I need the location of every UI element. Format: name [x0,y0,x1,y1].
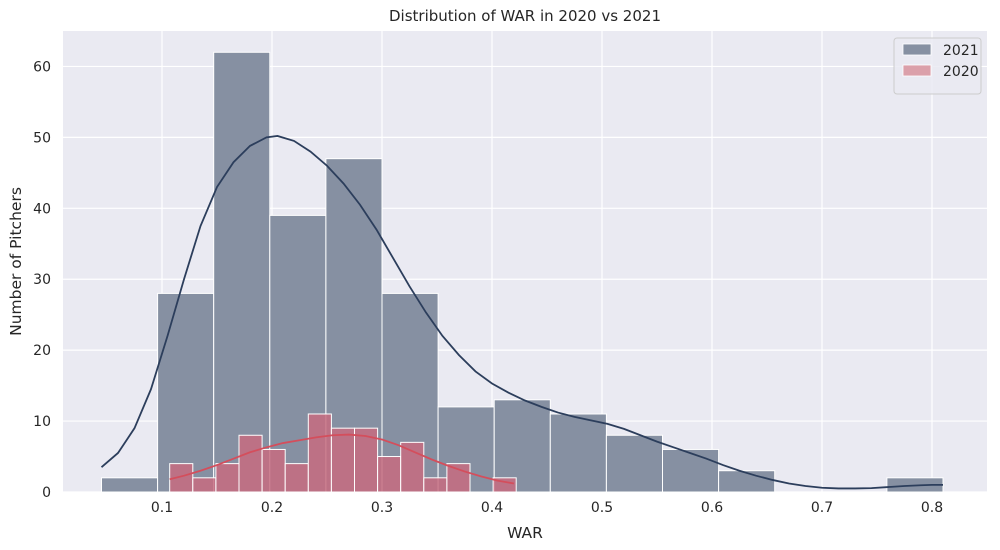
y-tick-label: 10 [33,414,51,430]
x-axis-title: WAR [507,524,543,542]
bar-2020 [377,456,402,493]
bar-2020 [423,477,448,493]
legend-swatch-2020 [902,64,932,77]
x-tick-label: 0.4 [481,500,503,516]
bar-2020 [307,413,332,493]
x-tick-label: 0.2 [261,500,283,516]
y-tick-label: 30 [33,272,51,288]
legend: 2021 2020 [893,37,982,95]
x-tick-label: 0.5 [591,500,613,516]
bar-2020 [261,448,286,493]
x-axis-ticks: 0.1 0.2 0.3 0.4 0.5 0.6 0.7 0.8 [151,500,943,516]
bar-2020 [192,477,217,493]
series-2021-bars [101,51,944,493]
y-tick-label: 60 [33,59,51,75]
bar-2021 [157,292,215,493]
legend-swatch-2021 [902,43,932,56]
bar-2020 [446,463,471,493]
x-tick-label: 0.7 [811,500,833,516]
y-tick-label: 50 [33,130,51,146]
bar-2021 [213,51,271,493]
x-tick-label: 0.3 [371,500,393,516]
x-tick-label: 0.1 [151,500,173,516]
bar-2021 [549,413,607,493]
bar-2021 [662,448,720,493]
bar-2021 [605,434,664,493]
y-axis-title: Number of Pitchers [7,187,25,336]
bar-2020 [215,463,240,493]
bar-2020 [330,427,355,493]
bar-2020 [284,463,309,493]
bar-2020 [238,434,263,493]
y-tick-label: 0 [42,485,51,501]
chart-title: Distribution of WAR in 2020 vs 2021 [389,7,661,25]
legend-label-2020: 2020 [943,64,979,80]
series-2020-bars [169,413,517,493]
y-tick-label: 40 [33,201,51,217]
y-tick-label: 20 [33,343,51,359]
kde-line-2021 [100,135,943,490]
x-tick-label: 0.6 [701,500,723,516]
bar-2021 [718,470,776,493]
kde-curves [100,135,943,490]
bar-2020 [400,441,425,493]
kde-line-2020 [169,433,515,485]
x-tick-label: 0.8 [921,500,943,516]
bar-2021 [101,477,159,493]
y-axis-ticks: 0 10 20 30 40 50 60 [33,59,51,501]
legend-label-2021: 2021 [943,43,979,59]
